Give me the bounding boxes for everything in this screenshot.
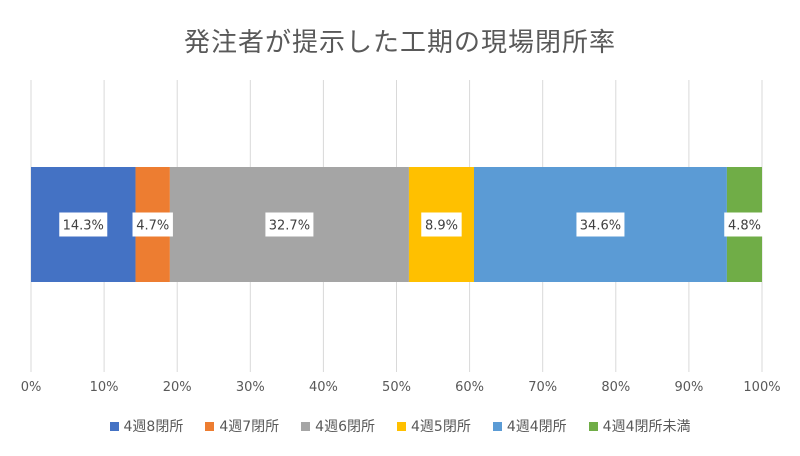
data-label-box bbox=[59, 212, 108, 237]
data-label: 4.7% bbox=[136, 219, 169, 234]
legend-item: 4週7閉所 bbox=[205, 416, 279, 436]
data-label: 34.6% bbox=[580, 219, 621, 234]
legend: 4週8閉所 4週7閉所 4週6閉所 4週5閉所 4週4閉所 4週4閉所未満 bbox=[0, 416, 800, 436]
legend-swatch bbox=[109, 421, 119, 431]
data-label: 8.9% bbox=[425, 219, 458, 234]
legend-item: 4週8閉所 bbox=[109, 416, 184, 436]
legend-swatch bbox=[205, 421, 215, 431]
data-label-box bbox=[132, 212, 173, 237]
data-label: 32.7% bbox=[269, 219, 310, 234]
legend-swatch bbox=[492, 421, 502, 431]
data-label-box bbox=[421, 212, 462, 237]
x-tick-label: 90% bbox=[674, 380, 703, 395]
legend-label: 4週6閉所 bbox=[315, 419, 375, 435]
data-label: 4.8% bbox=[728, 219, 761, 234]
x-tick-label: 0% bbox=[21, 380, 42, 395]
legend-label: 4週8閉所 bbox=[123, 419, 184, 435]
legend-label: 4週4閉所未満 bbox=[602, 419, 691, 435]
x-tick-label: 20% bbox=[163, 380, 192, 395]
chart-title: 発注者が提示した工期の現場閉所率 bbox=[183, 28, 616, 58]
legend-item: 4週4閉所 bbox=[492, 416, 567, 436]
x-tick-label: 70% bbox=[528, 380, 557, 395]
data-label: 14.3% bbox=[63, 219, 104, 234]
x-tick-label: 10% bbox=[90, 380, 119, 395]
x-tick-label: 100% bbox=[743, 380, 780, 395]
x-tick-label: 80% bbox=[601, 380, 630, 395]
data-label-box bbox=[576, 212, 625, 237]
x-tick-label: 50% bbox=[382, 380, 411, 395]
legend-item: 4週5閉所 bbox=[397, 416, 471, 436]
legend-swatch bbox=[588, 421, 598, 431]
legend-label: 4週5閉所 bbox=[411, 419, 471, 435]
legend-swatch bbox=[301, 421, 311, 431]
legend-label: 4週4閉所 bbox=[506, 419, 567, 435]
legend-item: 4週4閉所未満 bbox=[588, 416, 691, 436]
data-label-box bbox=[265, 212, 314, 237]
data-label-box bbox=[724, 212, 765, 237]
legend-swatch bbox=[397, 421, 406, 431]
legend-label: 4週7閉所 bbox=[219, 419, 280, 435]
x-tick-label: 40% bbox=[309, 380, 338, 395]
legend-item: 4週6閉所 bbox=[301, 416, 375, 436]
x-tick-label: 30% bbox=[236, 380, 265, 395]
x-tick-label: 60% bbox=[455, 380, 484, 395]
